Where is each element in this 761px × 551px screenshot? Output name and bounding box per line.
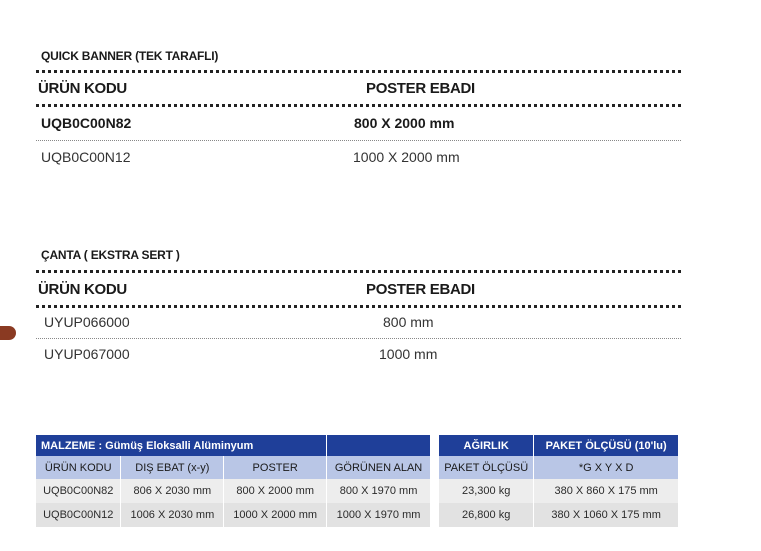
- table-cell: 26,800 kg: [439, 503, 535, 527]
- table-cell: 806 X 2030 mm: [120, 479, 225, 503]
- divider: [36, 104, 681, 107]
- table-cell: 800 X 2000 mm: [223, 479, 328, 503]
- table-cell: 1000 X 1970 mm: [326, 503, 431, 527]
- poster-size: 1000 mm: [379, 346, 438, 362]
- column-header-product-code: ÜRÜN KODU: [38, 281, 127, 298]
- spec-table: MALZEME : Gümüş Eloksalli Alüminyum ÜRÜN…: [36, 435, 431, 527]
- column-header: DIŞ EBAT (x-y): [120, 456, 225, 479]
- material-header: MALZEME : Gümüş Eloksalli Alüminyum: [36, 435, 328, 456]
- header-filler: [326, 435, 431, 456]
- column-header-poster-size: POSTER EBADI: [366, 80, 475, 97]
- column-header: ÜRÜN KODU: [36, 456, 122, 479]
- table-cell: UQB0C00N12: [36, 503, 122, 527]
- table-cell: 380 X 1060 X 175 mm: [533, 503, 679, 527]
- poster-size: 800 mm: [383, 314, 434, 330]
- page-edge-marker: [0, 326, 16, 340]
- poster-size: 800 X 2000 mm: [354, 115, 455, 131]
- divider: [36, 270, 681, 273]
- poster-size: 1000 X 2000 mm: [353, 149, 460, 165]
- table-cell: 1000 X 2000 mm: [223, 503, 328, 527]
- column-header: POSTER: [223, 456, 328, 479]
- product-code: UYUP067000: [44, 346, 130, 362]
- section-title-canta: ÇANTA ( EKSTRA SERT ): [41, 248, 180, 262]
- pack-table: AĞIRLIK PAKET ÖLÇÜSÜ (10'lu) PAKET ÖLÇÜS…: [439, 435, 679, 527]
- table-cell: 800 X 1970 mm: [326, 479, 431, 503]
- table-cell: 1006 X 2030 mm: [120, 503, 225, 527]
- divider: [36, 305, 681, 308]
- table-cell: UQB0C00N82: [36, 479, 122, 503]
- column-header-product-code: ÜRÜN KODU: [38, 80, 127, 97]
- column-header: PAKET ÖLÇÜSÜ: [439, 456, 535, 479]
- product-code: UYUP066000: [44, 314, 130, 330]
- row-divider: [36, 140, 681, 141]
- package-size-header: PAKET ÖLÇÜSÜ (10'lu): [533, 435, 679, 456]
- row-divider: [36, 338, 681, 339]
- weight-header: AĞIRLIK: [439, 435, 535, 456]
- column-header-poster-size: POSTER EBADI: [366, 281, 475, 298]
- table-cell: 380 X 860 X 175 mm: [533, 479, 679, 503]
- section-title-quick-banner: QUICK BANNER (TEK TARAFLI): [41, 49, 219, 63]
- column-header: GÖRÜNEN ALAN: [326, 456, 431, 479]
- divider: [36, 70, 681, 73]
- product-code: UQB0C00N12: [41, 149, 131, 165]
- table-cell: 23,300 kg: [439, 479, 535, 503]
- column-header: *G X Y X D: [533, 456, 679, 479]
- product-code: UQB0C00N82: [41, 115, 132, 131]
